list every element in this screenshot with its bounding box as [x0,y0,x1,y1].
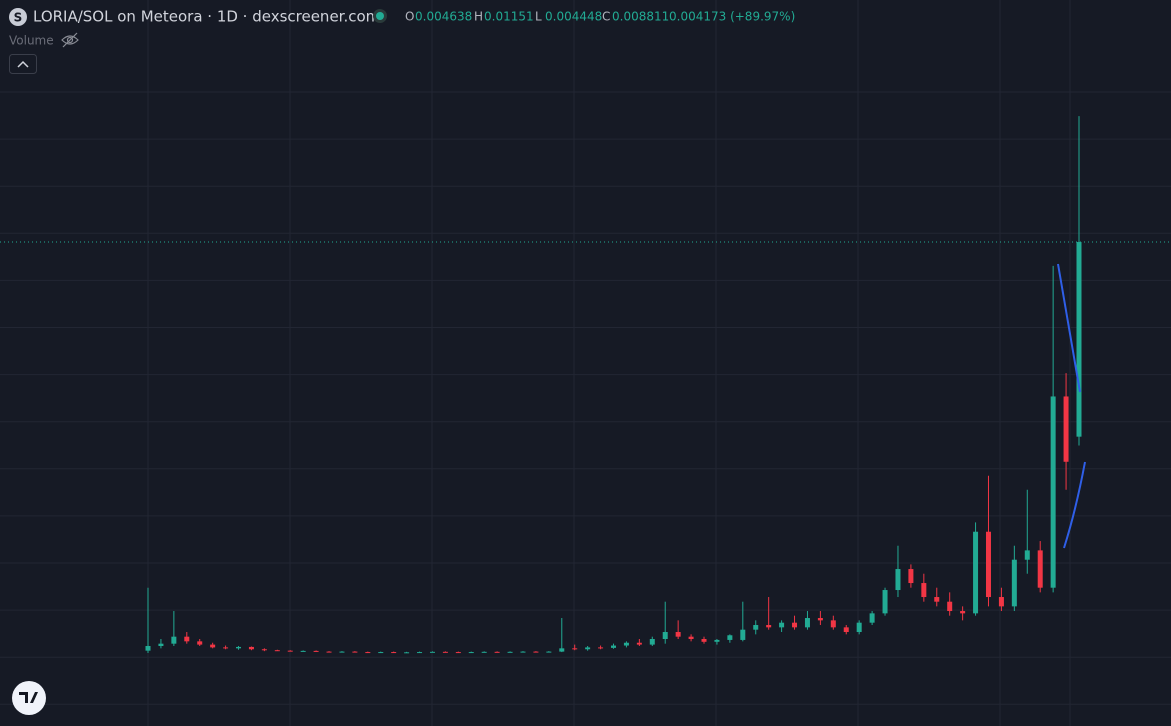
candle-body [779,622,785,628]
candle-body [248,646,254,650]
candle-body [1076,242,1082,437]
candle-body [494,651,500,653]
candle-body [985,531,991,598]
candle-body [662,632,668,640]
logo[interactable] [12,681,46,715]
candle-body [727,635,733,640]
status-dot [376,12,384,20]
candle-body [339,651,345,653]
candle-body [817,618,823,621]
ohlc-label: C [602,10,610,24]
ohlc-label: L [535,10,542,24]
candle-body [313,650,319,652]
candle-body [869,613,875,623]
candle-body [921,583,927,598]
candle-body [223,647,229,649]
logo-glyph [19,692,38,703]
candle-body [1011,559,1017,607]
candle-body [701,639,707,642]
ohlc-label: H [474,10,483,24]
candle-body [766,625,772,628]
candle-body [171,636,177,644]
candle-body [856,622,862,633]
candle-body [365,652,371,654]
candle-body [352,651,358,653]
candle-body [1063,396,1069,462]
candle-body [417,652,423,654]
candle-body [947,601,953,612]
hide-toggle[interactable] [61,32,79,48]
candle-body [792,622,798,628]
drawing-line [1057,263,1081,393]
candle-body [261,649,267,651]
ohlc-value: 0.004448 [545,10,602,24]
candle-body [378,652,384,654]
candle-body [236,646,242,649]
candle-body [274,650,280,652]
candle-body [287,650,293,652]
collapse-button[interactable] [9,54,37,74]
candle-body [843,627,849,633]
candle-body [636,642,642,645]
candle-body [391,652,397,654]
candle-body [960,611,966,614]
candle-body [649,639,655,645]
candle-body [546,651,552,653]
candle-body [520,651,526,653]
candle-body [158,643,164,647]
candle-body [533,651,539,653]
candle-body [455,652,461,654]
candle-body [300,650,306,652]
change-value: 0.004173 (+89.97%) [669,10,795,24]
chart-title: LORIA/SOL on Meteora · 1D · dexscreener.… [33,8,380,26]
candle-body [688,636,694,640]
candle-body [740,629,746,640]
volume-label: Volume [9,34,54,48]
candle-body [623,642,629,646]
candle-body [326,651,332,653]
candle-body [895,569,901,591]
candle-body [882,590,888,614]
ohlc-value: 0.008811 [612,10,669,24]
candle-body [1037,550,1043,588]
token-icon-glyph: S [14,11,23,25]
candle-body [830,620,836,628]
candle-body [1050,396,1056,588]
candle-body [804,618,810,628]
candle-body [572,648,578,650]
token-icon [9,8,27,26]
candle-body [507,651,513,653]
candle-body [404,652,410,654]
candle-body [442,651,448,653]
candle-body [675,632,681,637]
candle-body [1024,550,1030,560]
candle-body [481,651,487,653]
candle-body [184,636,190,642]
ohlc-label: O [405,10,414,24]
candle-body [998,597,1004,607]
candle-body [973,531,979,614]
candle-body [908,569,914,584]
candle-body [753,625,759,630]
candle-body [598,647,604,649]
candles [0,116,1171,654]
candle-body [145,646,151,651]
candle-body [197,641,203,645]
candle-body [714,639,720,642]
candle-body [429,651,435,653]
candle-body [210,644,216,648]
candle-body [559,648,565,652]
candle-body [934,597,940,602]
collapse-icon [17,60,29,68]
ohlc-value: 0.004638 [415,10,472,24]
candle-body [611,645,616,648]
drawing-line [1063,461,1086,549]
ohlc-value: 0.01151 [484,10,534,24]
candle-body [468,652,474,654]
candle-body [585,647,591,650]
